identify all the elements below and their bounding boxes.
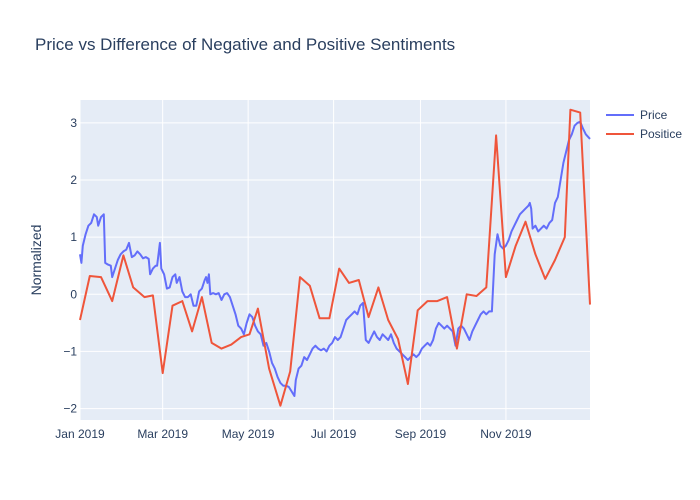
x-tick-label: Sep 2019 — [395, 427, 447, 441]
x-gridlines — [79, 100, 507, 420]
x-tick-label: Mar 2019 — [137, 427, 188, 441]
plot-area — [80, 100, 590, 420]
y-tick-label: 0 — [70, 287, 77, 301]
legend-label: Price — [640, 108, 668, 122]
legend-item-price[interactable]: Price — [606, 108, 668, 122]
y-tick-label: −1 — [63, 344, 77, 358]
x-tick-label: Jul 2019 — [311, 427, 357, 441]
legend[interactable]: Price Positice — [606, 108, 682, 141]
y-tick-label: 1 — [70, 230, 77, 244]
x-tick-label: Jan 2019 — [55, 427, 105, 441]
y-tick-labels: −2 −1 0 1 2 3 — [63, 116, 77, 416]
y-tick-label: −2 — [63, 402, 77, 416]
x-tick-label: Nov 2019 — [480, 427, 532, 441]
series-line-positice — [79, 108, 591, 407]
y-tick-label: 3 — [70, 116, 77, 130]
chart-title: Price vs Difference of Negative and Posi… — [35, 35, 455, 54]
legend-label: Positice — [640, 127, 682, 141]
series-layer — [79, 108, 591, 407]
y-axis-title: Normalized — [28, 225, 44, 296]
x-tick-label: May 2019 — [222, 427, 275, 441]
legend-item-positice[interactable]: Positice — [606, 127, 682, 141]
y-tick-label: 2 — [70, 173, 77, 187]
x-tick-labels: Jan 2019 Mar 2019 May 2019 Jul 2019 Sep 2019… — [55, 427, 532, 441]
